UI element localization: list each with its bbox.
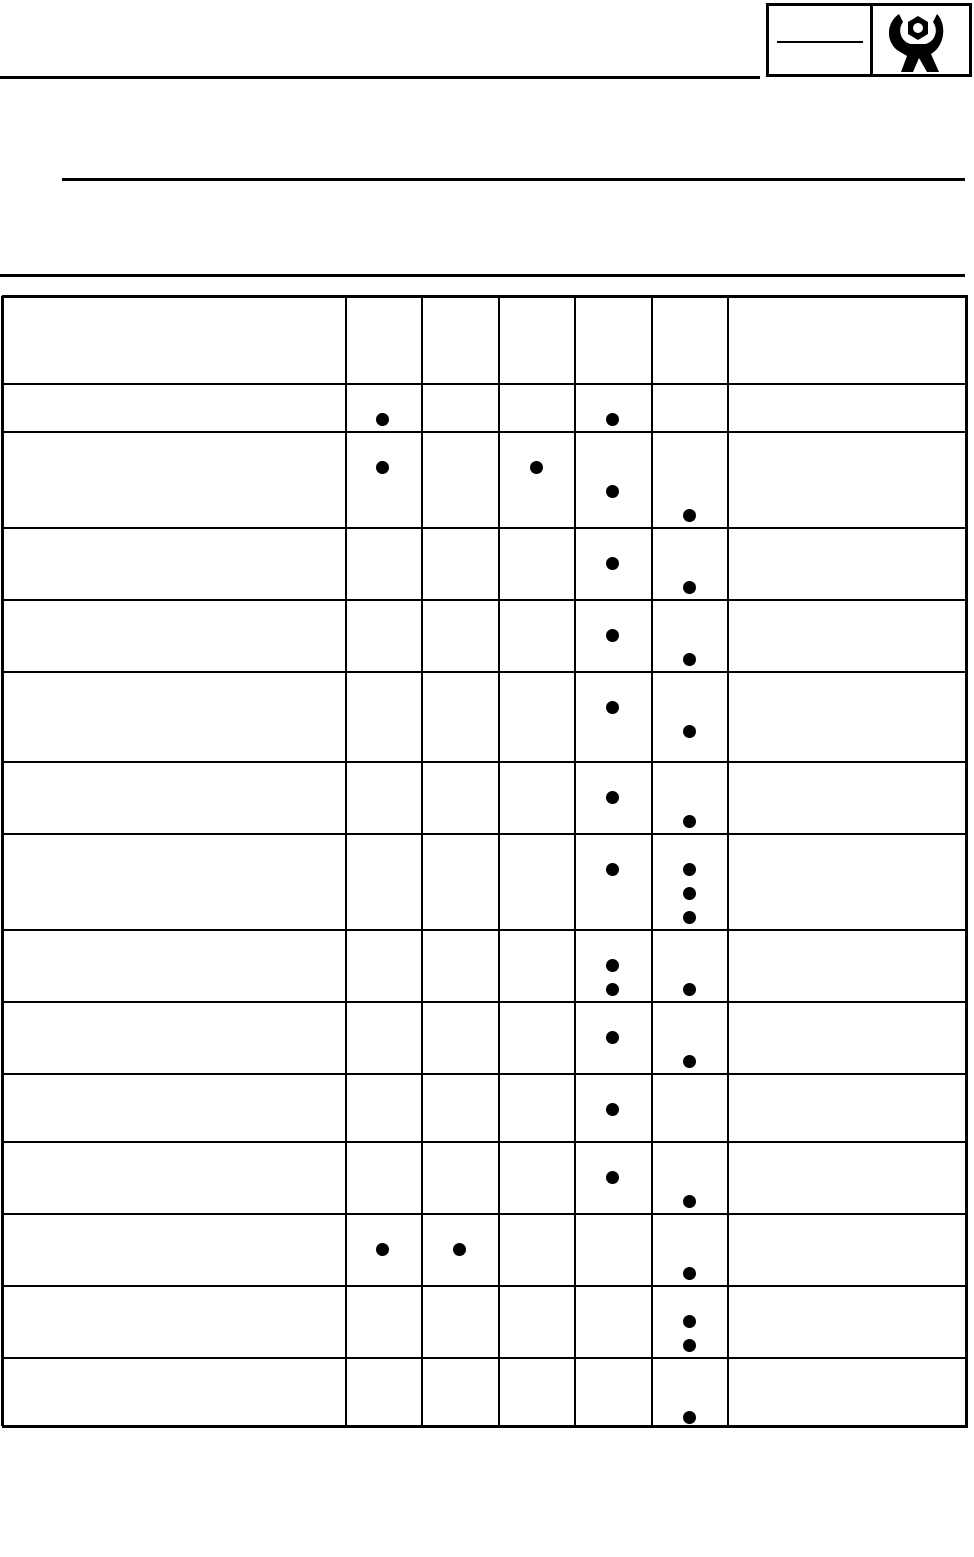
mark-dot bbox=[606, 959, 619, 972]
mark-dot bbox=[683, 911, 696, 924]
mark-dot bbox=[606, 701, 619, 714]
section-box-divider bbox=[870, 6, 873, 74]
mark-dot bbox=[606, 413, 619, 426]
mark-dot bbox=[606, 863, 619, 876]
mark-dot bbox=[683, 1267, 696, 1280]
row-divider bbox=[2, 1141, 965, 1143]
mark-dot bbox=[376, 461, 389, 474]
mark-dot bbox=[683, 863, 696, 876]
row-divider bbox=[2, 527, 965, 529]
row-divider bbox=[2, 1001, 965, 1003]
mark-dot bbox=[376, 413, 389, 426]
table-right-border bbox=[965, 296, 968, 1426]
mark-dot bbox=[606, 791, 619, 804]
mark-dot bbox=[683, 1055, 696, 1068]
mark-dot bbox=[683, 581, 696, 594]
mark-dot bbox=[683, 983, 696, 996]
row-divider bbox=[2, 929, 965, 931]
row-divider bbox=[2, 1073, 965, 1075]
column-divider bbox=[498, 296, 500, 1426]
table-bottom-border bbox=[2, 1425, 968, 1428]
mark-dot bbox=[683, 725, 696, 738]
row-divider bbox=[2, 761, 965, 763]
mark-dot bbox=[683, 653, 696, 666]
section-box-line bbox=[777, 41, 863, 43]
column-divider bbox=[651, 296, 653, 1426]
row-divider bbox=[2, 431, 965, 433]
row-divider bbox=[2, 1285, 965, 1287]
wrench-nut-icon bbox=[888, 14, 944, 72]
mark-dot bbox=[606, 1031, 619, 1044]
mark-dot bbox=[683, 1411, 696, 1424]
mark-dot bbox=[683, 1315, 696, 1328]
row-divider bbox=[2, 671, 965, 673]
mark-dot bbox=[683, 815, 696, 828]
mark-dot bbox=[376, 1243, 389, 1256]
mark-dot bbox=[606, 485, 619, 498]
mark-dot bbox=[683, 1339, 696, 1352]
table-left-border bbox=[1, 296, 4, 1426]
row-divider bbox=[2, 1213, 965, 1215]
row-divider bbox=[2, 383, 965, 385]
mark-dot bbox=[530, 461, 543, 474]
mark-dot bbox=[606, 1103, 619, 1116]
mark-dot bbox=[606, 983, 619, 996]
mark-dot bbox=[683, 509, 696, 522]
mark-dot bbox=[453, 1243, 466, 1256]
column-divider bbox=[421, 296, 423, 1426]
section-box bbox=[766, 3, 972, 77]
column-divider bbox=[727, 296, 729, 1426]
mark-dot bbox=[606, 557, 619, 570]
column-divider bbox=[574, 296, 576, 1426]
row-divider bbox=[2, 1357, 965, 1359]
row-divider bbox=[2, 833, 965, 835]
row-divider bbox=[2, 599, 965, 601]
title-rule bbox=[62, 178, 965, 181]
mark-dot bbox=[606, 1171, 619, 1184]
header-rule bbox=[0, 76, 760, 79]
section-rule bbox=[0, 274, 965, 277]
mark-dot bbox=[606, 629, 619, 642]
mark-dot bbox=[683, 1195, 696, 1208]
table-top-border bbox=[2, 295, 968, 298]
column-divider bbox=[345, 296, 347, 1426]
mark-dot bbox=[683, 887, 696, 900]
